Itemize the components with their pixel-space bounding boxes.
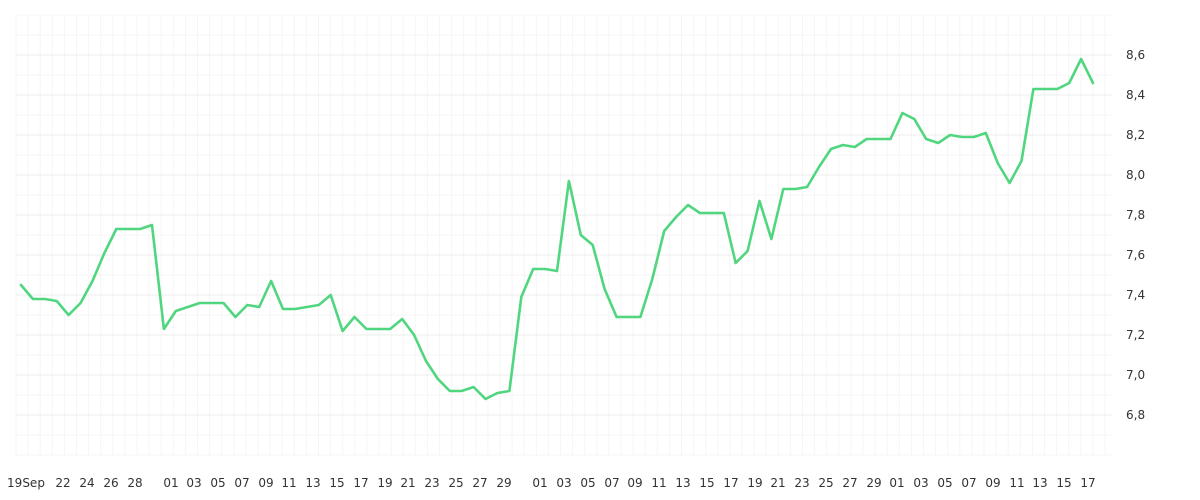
y-tick-label: 8,0 [1126, 168, 1145, 182]
x-tick-label: 29 [496, 476, 511, 490]
y-tick-label: 8,4 [1126, 88, 1145, 102]
y-tick-label: 8,6 [1126, 48, 1145, 62]
x-tick-label: 27 [842, 476, 857, 490]
x-tick-label: 23 [424, 476, 439, 490]
x-tick-label: 01 [889, 476, 904, 490]
x-tick-label: 05 [210, 476, 225, 490]
minor-gridlines [15, 14, 1112, 456]
x-tick-label: 15 [699, 476, 714, 490]
x-tick-label: 03 [186, 476, 201, 490]
x-tick-label: 05 [580, 476, 595, 490]
y-tick-label: 6,8 [1126, 408, 1145, 422]
x-tick-label: 03 [556, 476, 571, 490]
x-tick-label: 19 [747, 476, 762, 490]
x-tick-label: 19Sep [7, 476, 45, 490]
x-tick-label: 09 [985, 476, 1000, 490]
series-group [19, 57, 1095, 401]
x-tick-label: 11 [281, 476, 296, 490]
x-tick-label: 13 [675, 476, 690, 490]
x-tick-label: 23 [794, 476, 809, 490]
y-tick-label: 7,8 [1126, 208, 1145, 222]
x-tick-label: 07 [961, 476, 976, 490]
y-tick-label: 7,2 [1126, 328, 1145, 342]
x-tick-label: 25 [818, 476, 833, 490]
x-tick-label: 29 [866, 476, 881, 490]
x-tick-label: 17 [353, 476, 368, 490]
x-tick-label: 28 [127, 476, 142, 490]
x-tick-label: 27 [472, 476, 487, 490]
x-tick-label: 21 [770, 476, 785, 490]
x-tick-label: 07 [604, 476, 619, 490]
x-tick-label: 11 [1009, 476, 1024, 490]
x-tick-label: 13 [305, 476, 320, 490]
x-tick-label: 05 [937, 476, 952, 490]
x-tick-label: 25 [448, 476, 463, 490]
x-tick-label: 01 [163, 476, 178, 490]
x-tick-label: 21 [400, 476, 415, 490]
x-tick-label: 17 [723, 476, 738, 490]
x-tick-label: 07 [234, 476, 249, 490]
x-tick-label: 13 [1032, 476, 1047, 490]
x-tick-label: 11 [651, 476, 666, 490]
x-axis-tick-labels: 19Sep 22 24 26 28 01 03 05 07 09 11 13 15 17 19 21 23 25 2… [7, 476, 1096, 490]
x-tick-label: 09 [258, 476, 273, 490]
x-tick-label: 19 [377, 476, 392, 490]
y-tick-label: 8,2 [1126, 128, 1145, 142]
y-tick-label: 7,6 [1126, 248, 1145, 262]
y-axis-tick-labels: 6,8 7,0 7,2 7,4 7,6 7,8 8,0 8,2 8,4 8,6 [1126, 48, 1145, 422]
x-tick-label: 03 [913, 476, 928, 490]
x-tick-label: 17 [1080, 476, 1095, 490]
x-tick-label: 15 [1056, 476, 1071, 490]
x-tick-label: 26 [103, 476, 118, 490]
series-line [19, 57, 1095, 401]
y-tick-label: 7,4 [1126, 288, 1145, 302]
x-tick-label: 22 [55, 476, 70, 490]
y-tick-label: 7,0 [1126, 368, 1145, 382]
x-tick-label: 01 [532, 476, 547, 490]
x-tick-label: 09 [627, 476, 642, 490]
x-tick-label: 15 [329, 476, 344, 490]
x-tick-label: 24 [79, 476, 94, 490]
